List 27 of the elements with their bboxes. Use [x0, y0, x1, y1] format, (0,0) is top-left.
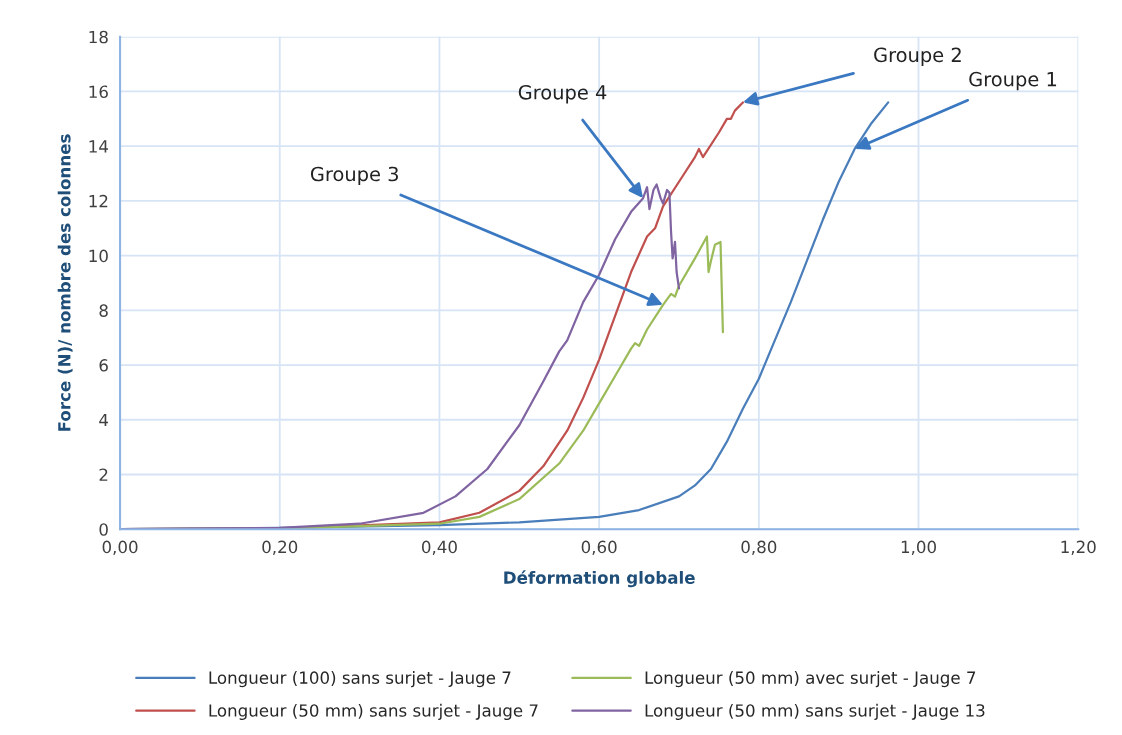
- x-tick-label: 0,60: [581, 540, 617, 555]
- x-tick-label: 0,80: [741, 540, 777, 555]
- y-tick-label: 6: [99, 359, 108, 372]
- y-tick-label: 10: [89, 249, 108, 263]
- x-tick-label: 0,20: [262, 540, 298, 555]
- y-tick-label: 12: [89, 194, 108, 208]
- y-tick-label: 14: [89, 140, 109, 153]
- y-axis-title: Force (N)/ nombre des colonnes: [57, 134, 73, 431]
- x-tick-label: 1,00: [901, 540, 936, 555]
- y-tick-label: 18: [89, 30, 108, 44]
- annotation: Groupe 2: [874, 47, 961, 66]
- legend-label: Longueur (100) sans surjet - Jauge 7: [209, 671, 511, 688]
- y-tick-label: 4: [99, 413, 109, 427]
- legend-label: Longueur (50 mm) avec surjet - Jauge 7: [645, 671, 976, 688]
- annotation: Groupe 3: [310, 166, 398, 186]
- x-tick-label: 1,20: [1061, 540, 1096, 555]
- legend-label: Longueur (50 mm) sans surjet - Jauge 7: [209, 703, 538, 720]
- x-tick-label: 0,40: [421, 540, 457, 555]
- annotation: Groupe 1: [969, 71, 1057, 91]
- y-tick-label: 0: [99, 523, 108, 536]
- annotation: Groupe 4: [518, 84, 607, 104]
- y-tick-label: 16: [89, 85, 108, 99]
- x-tick-label: 0,00: [102, 540, 138, 555]
- y-tick-label: 8: [99, 304, 108, 317]
- legend-label: Longueur (50 mm) sans surjet - Jauge 13: [645, 703, 985, 720]
- x-axis-title: Déformation globale: [504, 570, 695, 588]
- y-tick-label: 2: [99, 468, 108, 481]
